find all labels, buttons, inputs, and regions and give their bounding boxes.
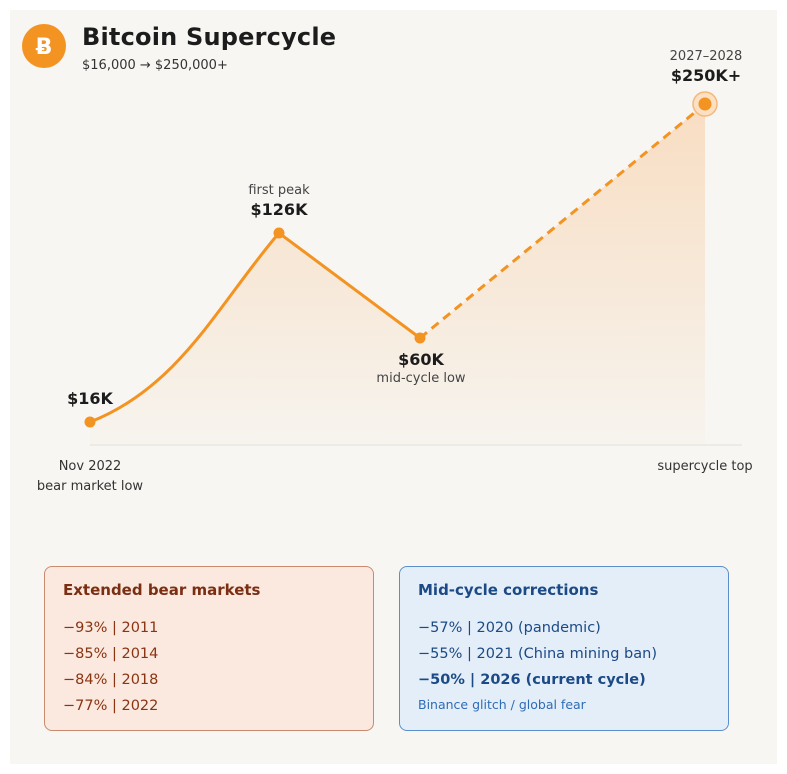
header: Ƀ Bitcoin Supercycle $16,000 → $250,000+: [22, 22, 336, 73]
bitcoin-icon: Ƀ: [22, 24, 66, 68]
area-fill: [90, 104, 705, 445]
bear-row: −84% | 2018: [63, 672, 159, 688]
point-label-126k: first peak $126K: [248, 183, 310, 219]
mid-row: −57% | 2020 (pandemic): [418, 620, 601, 636]
bear-row: −93% | 2011: [63, 620, 159, 636]
bear-row: −85% | 2014: [63, 646, 159, 662]
point-label-16k: $16K: [67, 389, 113, 408]
point-label-250k: 2027–2028 $250K+: [669, 49, 743, 85]
page-subtitle: $16,000 → $250,000+: [82, 58, 228, 73]
data-point: [414, 332, 426, 344]
bitcoin-letter: Ƀ: [36, 35, 53, 60]
price-line-actual: [88, 230, 422, 424]
x-label-start: Nov 2022 bear market low: [36, 459, 144, 494]
bear-row: −77% | 2022: [63, 698, 159, 714]
mid-row-current: −50% | 2026 (current cycle): [418, 672, 646, 688]
bear-markets-box: Extended bear markets −93% | 2011 −85% |…: [44, 566, 374, 731]
point-label-60k: $60K mid-cycle low: [376, 350, 466, 386]
x-label-end: supercycle top: [657, 459, 753, 474]
data-point: [273, 227, 285, 239]
data-point: [698, 97, 712, 111]
mid-cycle-note: Binance glitch / global fear: [418, 697, 586, 712]
bitcoin-glyph: Ƀ: [36, 35, 53, 60]
bear-markets-title: Extended bear markets: [63, 581, 261, 599]
mid-cycle-box: Mid-cycle corrections −57% | 2020 (pande…: [399, 566, 729, 731]
data-point: [84, 416, 96, 428]
mid-cycle-title: Mid-cycle corrections: [418, 581, 599, 599]
mid-row: −55% | 2021 (China mining ban): [418, 646, 657, 662]
price-line-projected: [419, 102, 706, 340]
page-title: Bitcoin Supercycle: [82, 23, 337, 51]
